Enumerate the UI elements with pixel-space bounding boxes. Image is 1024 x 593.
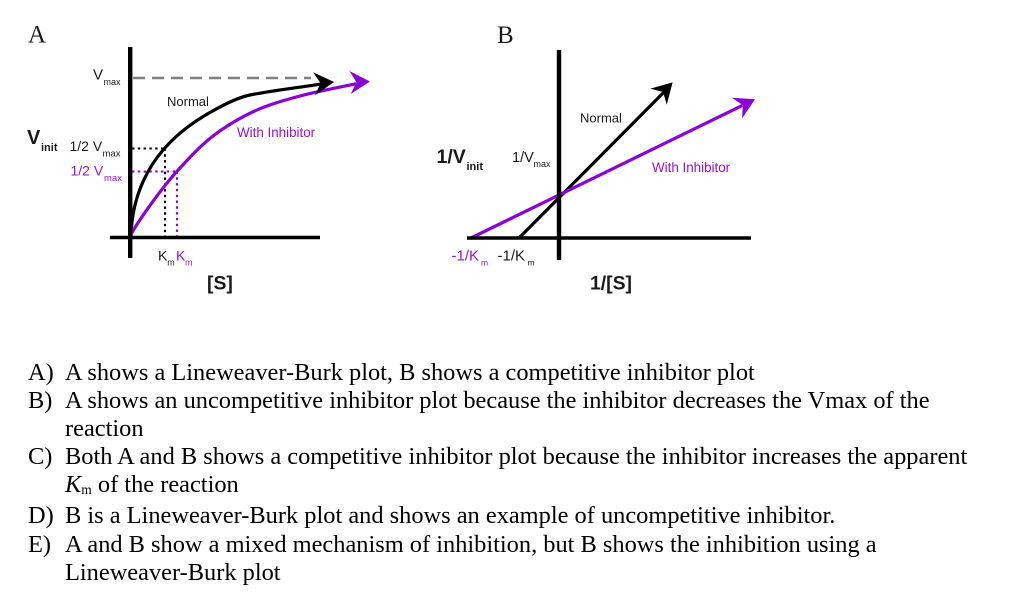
svg-text:max: max — [104, 77, 122, 87]
svg-text:Normal: Normal — [167, 94, 209, 109]
svg-text:max: max — [103, 149, 121, 160]
svg-text:V: V — [93, 67, 103, 84]
svg-text:K: K — [176, 247, 186, 263]
svg-text:max: max — [104, 173, 122, 184]
svg-text:1/[S]: 1/[S] — [590, 273, 632, 295]
svg-text:m: m — [185, 258, 193, 268]
svg-text:1/V: 1/V — [512, 150, 534, 166]
svg-text:1/V: 1/V — [437, 146, 466, 168]
svg-text:m: m — [481, 257, 488, 267]
svg-text:B: B — [497, 22, 514, 49]
svg-text:init: init — [41, 142, 58, 154]
svg-text:With Inhibitor: With Inhibitor — [237, 125, 316, 140]
svg-text:K: K — [158, 247, 168, 263]
svg-text:A: A — [28, 21, 46, 48]
svg-text:1/2 V: 1/2 V — [70, 138, 103, 154]
svg-text:-1/K: -1/K — [452, 248, 480, 265]
svg-text:m: m — [528, 257, 535, 267]
svg-text:max: max — [534, 159, 552, 169]
svg-text:m: m — [167, 258, 175, 268]
svg-text:With Inhibitor: With Inhibitor — [652, 160, 731, 175]
svg-text:-1/K: -1/K — [498, 248, 526, 265]
svg-text:Normal: Normal — [580, 111, 622, 126]
svg-text:1/2 V: 1/2 V — [71, 163, 104, 179]
svg-text:V: V — [27, 127, 41, 149]
svg-text:[S]: [S] — [207, 273, 233, 295]
svg-text:init: init — [467, 161, 484, 173]
